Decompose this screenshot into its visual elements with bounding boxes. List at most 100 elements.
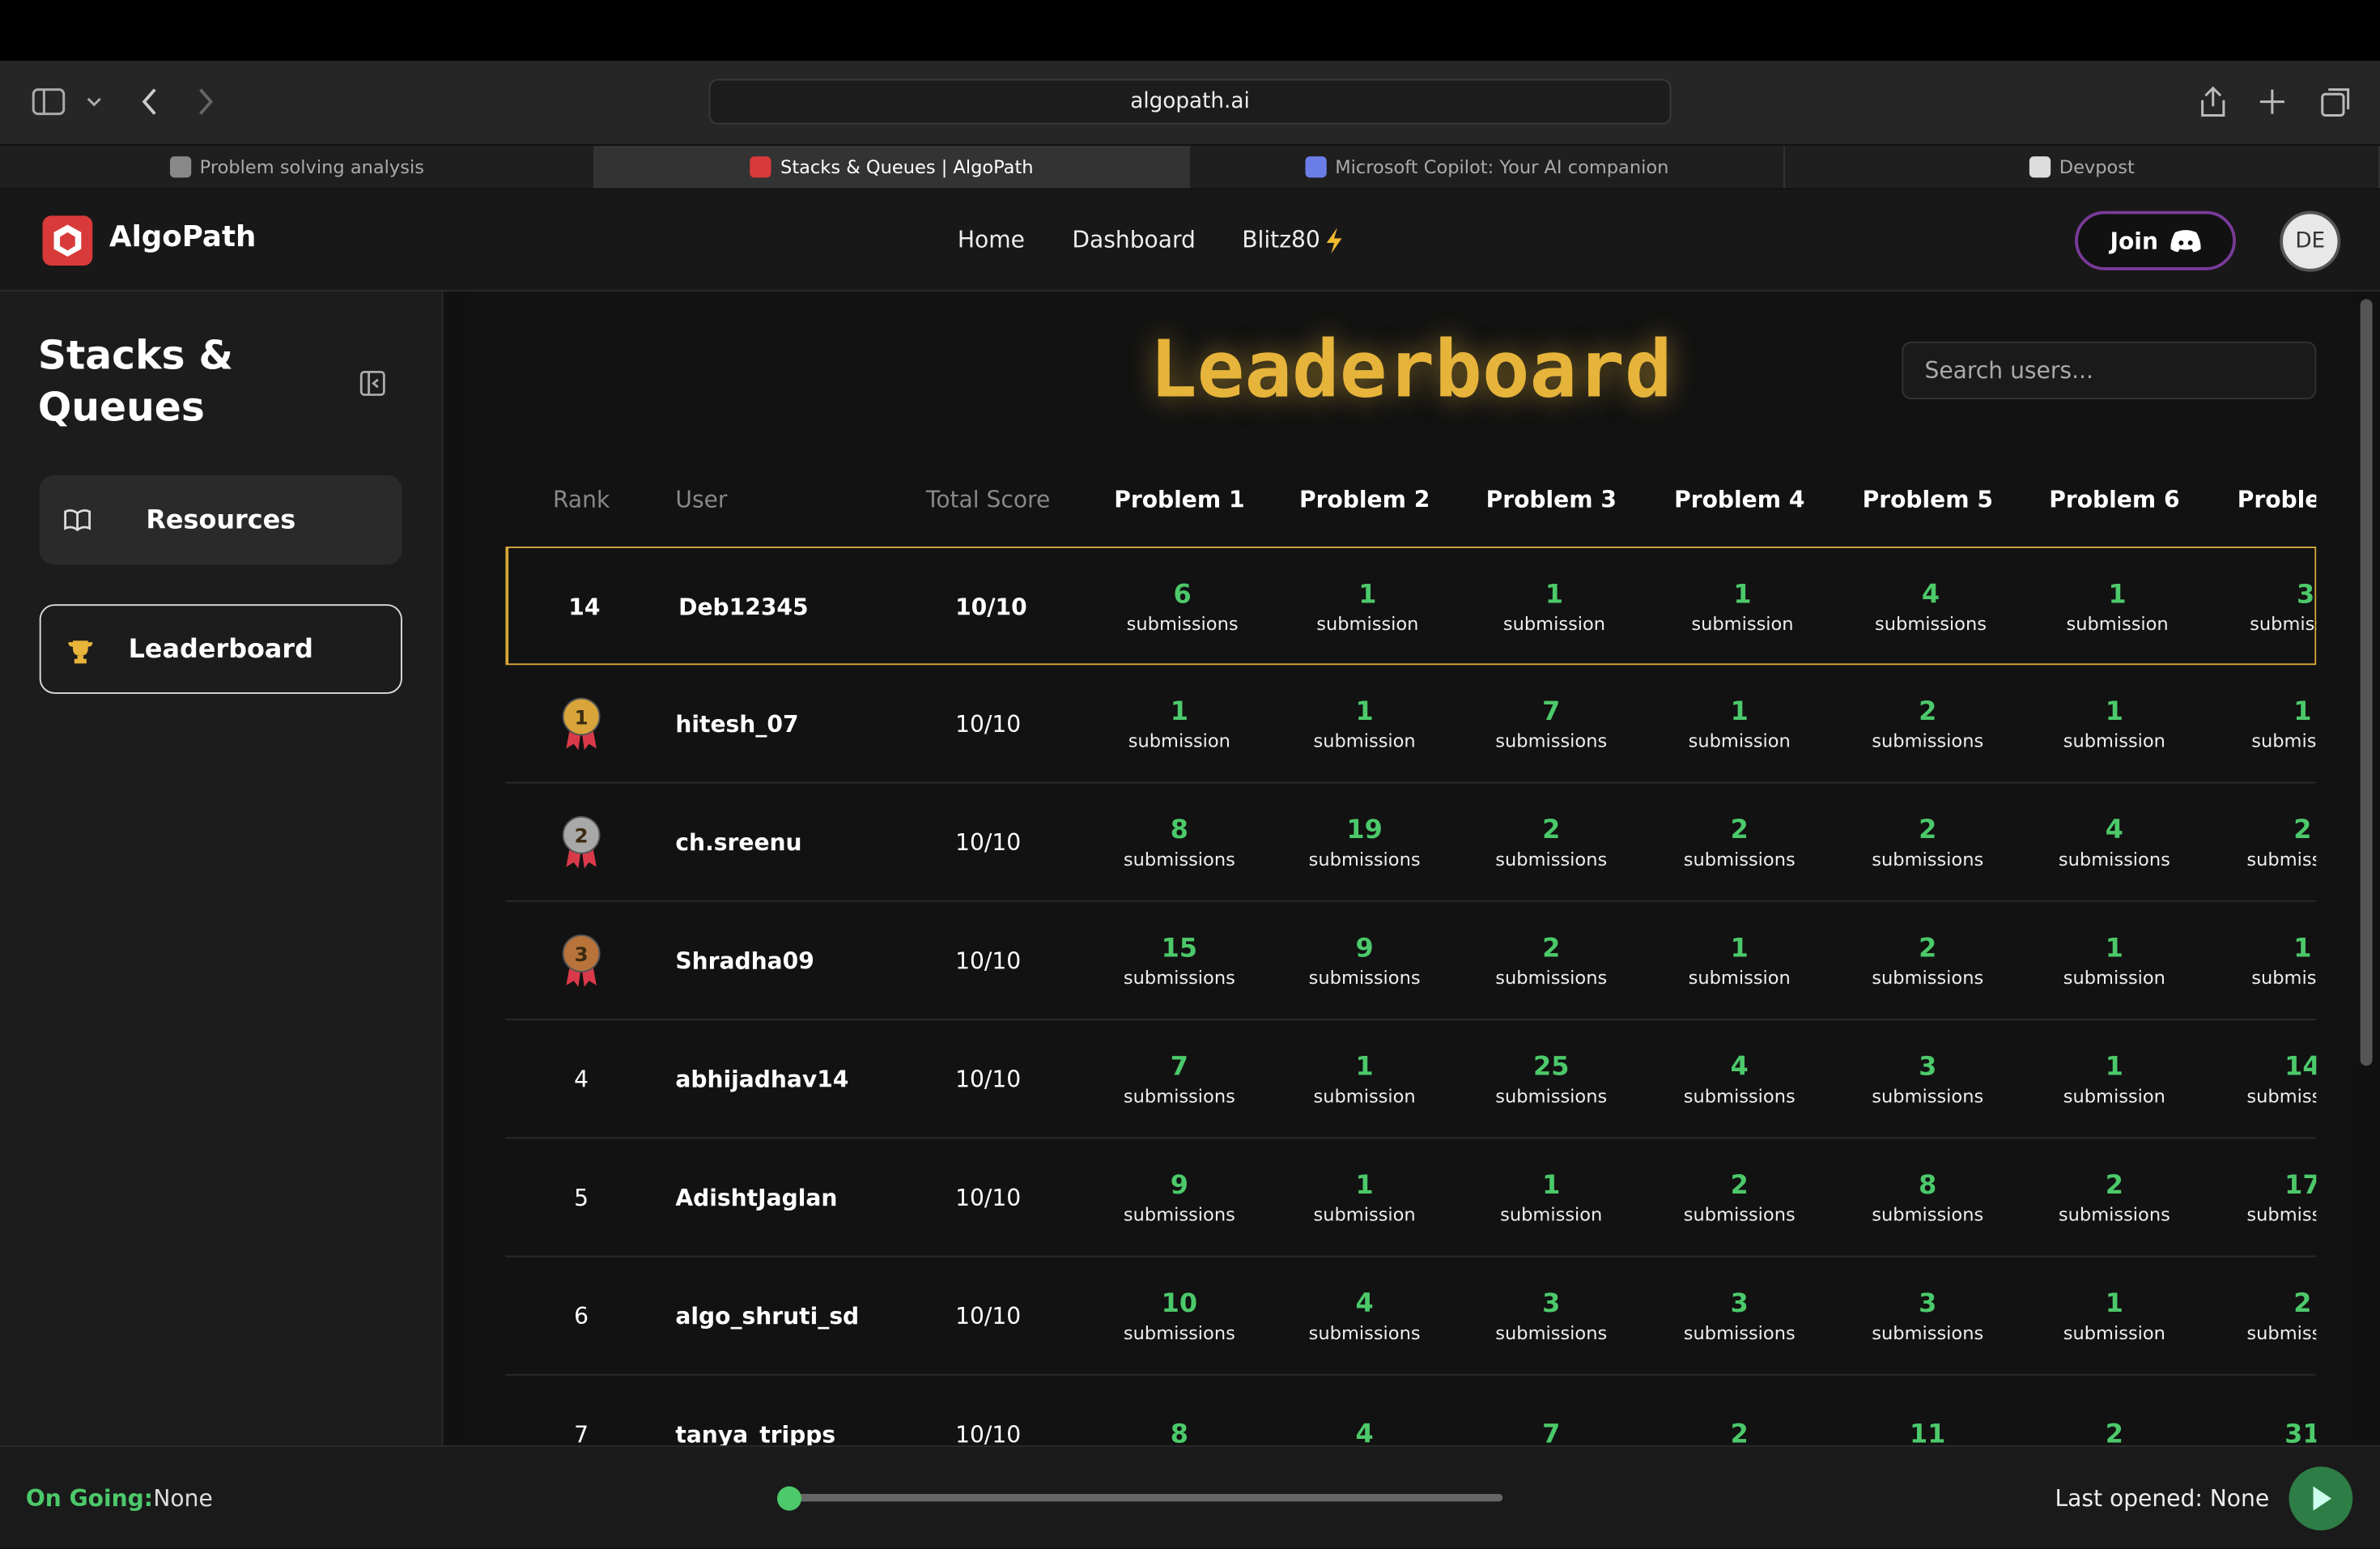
submission-count: 7 — [1170, 1052, 1188, 1083]
nav-link[interactable]: Dashboard — [1072, 226, 1196, 254]
user-name[interactable]: hitesh_07 — [675, 710, 799, 738]
submission-label: submission — [1500, 1203, 1603, 1226]
sidebar-toggle[interactable] — [31, 85, 122, 118]
submission-cell: 11 — [1910, 1376, 1945, 1445]
nav-link[interactable]: Home — [957, 226, 1025, 254]
column-header[interactable]: Problem 7 — [2237, 486, 2317, 513]
nav-link[interactable]: Blitz80 — [1242, 226, 1320, 254]
total-score: 10/10 — [955, 1066, 1022, 1093]
submission-count: 1 — [2105, 1288, 2123, 1320]
scrollbar[interactable] — [2360, 299, 2373, 1066]
join-button[interactable]: Join — [2075, 211, 2236, 270]
submission-cell: 31 — [2284, 1376, 2316, 1445]
submission-count: 2 — [2293, 815, 2312, 846]
submission-label: submission — [2063, 730, 2165, 752]
submission-label: submission — [1316, 613, 1419, 635]
leaderboard-button[interactable]: Leaderboard — [39, 604, 402, 694]
total-score: 10/10 — [955, 1184, 1022, 1212]
submission-label: submissions — [1123, 967, 1235, 989]
submission-label: submissions — [1872, 967, 1984, 989]
column-header[interactable]: Problem 2 — [1298, 486, 1430, 513]
column-header[interactable]: Problem 6 — [2049, 486, 2180, 513]
submission-label: submissions — [2058, 849, 2170, 870]
user-name[interactable]: ch.sreenu — [675, 828, 802, 857]
column-header[interactable]: Problem 1 — [1114, 486, 1245, 513]
ongoing-value: None — [153, 1484, 213, 1513]
user-name[interactable]: AdishtJaglan — [675, 1184, 838, 1212]
browser-actions[interactable] — [2195, 82, 2361, 121]
submission-cell: 4 — [1356, 1376, 1374, 1445]
medal: 2 — [562, 815, 601, 869]
submission-label: submissions — [1872, 1085, 1984, 1107]
leaderboard-table: Rank User Total Score Problem 1 Problem 2 Pro… — [505, 474, 2317, 1445]
address-bar[interactable]: algopath.ai — [708, 79, 1672, 125]
ongoing-label: On Going: — [25, 1484, 154, 1513]
user-name[interactable]: algo_shruti_sd — [675, 1302, 860, 1330]
submission-cell: 8 submissions — [1124, 784, 1235, 902]
history-buttons[interactable] — [137, 85, 228, 118]
submission-label: submissions — [1495, 967, 1608, 989]
submission-label: submission — [1313, 1203, 1416, 1226]
logo[interactable] — [42, 215, 93, 266]
progress-slider[interactable] — [774, 1483, 1509, 1514]
browser-tab[interactable]: Problem solving analysis — [0, 146, 595, 189]
total-score: 10/10 — [955, 947, 1022, 975]
table-row: 14 Deb12345 10/10 6 submissions 1 submission 1 s… — [505, 547, 2317, 666]
column-header[interactable]: Problem 4 — [1674, 486, 1805, 513]
user-name[interactable]: Shradha09 — [675, 947, 814, 975]
user-name[interactable]: abhijadhav14 — [675, 1066, 849, 1093]
submission-count: 2 — [1542, 815, 1561, 846]
brand[interactable]: AlgoPath — [109, 219, 257, 254]
column-header[interactable]: Total Score — [925, 486, 1051, 513]
browser-tab[interactable]: Microsoft Copilot: Your AI companion — [1190, 146, 1785, 189]
tab-strip: Problem solving analysis Stacks & Queues … — [0, 144, 2380, 190]
avatar[interactable]: DE — [2280, 211, 2341, 272]
play-button[interactable] — [2288, 1465, 2355, 1532]
column-header[interactable]: Problem 3 — [1485, 486, 1617, 513]
submission-label: submissions — [1872, 1203, 1984, 1226]
submission-count: 19 — [1346, 815, 1383, 846]
table-row: 4 abhijadhav14 10/10 7 submissions 1 submissio… — [505, 1020, 2317, 1139]
search-input[interactable]: Search users... — [1902, 341, 2317, 400]
submission-label: submissions — [1123, 1322, 1235, 1344]
submission-label: submission — [2066, 613, 2169, 635]
submission-count: 1 — [1545, 580, 1564, 611]
submission-count: 4 — [1355, 1288, 1374, 1320]
column-header[interactable]: User — [675, 486, 728, 513]
column-header[interactable]: Problem 5 — [1862, 486, 1993, 513]
submission-cell: 7 submissions — [1124, 1020, 1235, 1138]
user-name[interactable]: Deb12345 — [678, 594, 809, 621]
table-row: 5 AdishtJaglan 10/10 9 submissions 1 submissio… — [505, 1138, 2317, 1257]
resources-button[interactable]: Resources — [39, 474, 402, 565]
join-label: Join — [2110, 227, 2158, 255]
rank-cell: 6 — [574, 1257, 589, 1376]
submission-cell: 14submissions — [2246, 1020, 2316, 1138]
submission-count: 1 — [1355, 1052, 1374, 1083]
submission-count: 1 — [2105, 1052, 2123, 1083]
browser-tab[interactable]: Stacks & Queues | AlgoPath — [595, 146, 1190, 189]
table-row: 3 Shradha09 10/10 15 submissions 9 submissions… — [505, 902, 2317, 1020]
book-icon — [64, 509, 91, 532]
table-row: 7 tanya_tripps 10/10 8 4 7 2 11 2 31 — [505, 1376, 2316, 1445]
submission-label: submission — [2063, 967, 2165, 989]
rank-cell: 2 — [559, 784, 604, 902]
submission-cell: 25 submissions — [1495, 1020, 1607, 1138]
column-header[interactable]: Rank — [552, 486, 610, 513]
browser-tab[interactable]: Devpost — [1785, 146, 2380, 189]
submission-count: 1 — [2108, 580, 2127, 611]
submission-cell: 9 submissions — [1309, 902, 1421, 1020]
submission-count: 2 — [2105, 1419, 2123, 1445]
discord-icon — [2170, 230, 2201, 253]
user-name[interactable]: tanya_tripps — [675, 1421, 836, 1445]
submission-label: submissions — [1123, 1085, 1235, 1107]
collapse-icon[interactable] — [359, 370, 387, 398]
